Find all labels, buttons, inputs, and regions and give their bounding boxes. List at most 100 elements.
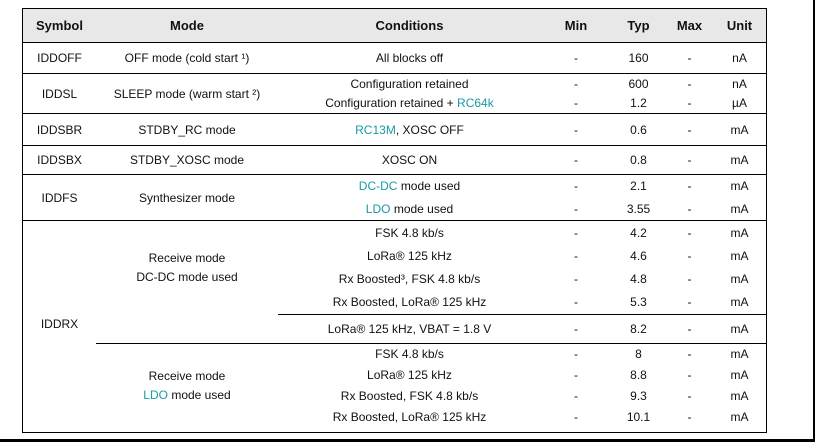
unit-cell: mA: [730, 272, 749, 287]
condition-line: All blocks off - 160 - nA: [278, 43, 766, 73]
conditions-cell: XOSC ON: [278, 146, 541, 174]
mode-cell: STDBY_XOSC mode: [129, 153, 245, 167]
table-row-iddsbx: IDDSBX STDBY_XOSC mode XOSC ON - 0.8 - m…: [23, 145, 766, 174]
mode-cell: STDBY_RC mode: [138, 122, 236, 137]
condition-line: LoRa® 125 kHz - 4.6 - mA: [278, 244, 766, 267]
table-row-iddfs: IDDFS Synthesizer mode DC-DC mode used -…: [23, 174, 766, 220]
min-cell: -: [574, 153, 578, 167]
condition-text-teal: DC-DC: [358, 179, 398, 194]
symbol-cell: IDDSBX: [37, 153, 82, 167]
symbol-cell: IDDSBR: [36, 122, 83, 137]
conditions-cell: Configuration retained: [278, 74, 541, 94]
mode-cell: SLEEP mode (warm start ²): [113, 86, 261, 101]
conditions-cell: Rx Boosted, LoRa® 125 kHz: [278, 291, 541, 314]
condition-line: XOSC ON - 0.8 - mA: [278, 146, 766, 174]
conditions-cell: LoRa® 125 kHz: [278, 365, 541, 386]
typ-cell: 5.3: [630, 295, 647, 310]
typ-cell: 8.8: [630, 368, 647, 383]
min-cell: -: [574, 347, 578, 362]
unit-cell: mA: [730, 225, 749, 240]
condition-text: Rx Boosted³, FSK 4.8 kb/s: [338, 272, 481, 287]
mode-text: DC-DC mode used: [136, 269, 238, 284]
condition-line: LoRa® 125 kHz - 8.8 - mA: [278, 365, 766, 386]
unit-cell: mA: [730, 388, 749, 403]
max-cell: -: [687, 51, 692, 65]
mode-cell-empty: [96, 314, 278, 343]
conditions-cell: FSK 4.8 kb/s: [278, 344, 541, 365]
conditions-cell: RC13M, XOSC OFF: [278, 114, 541, 145]
min-cell: -: [574, 96, 578, 111]
unit-cell: nA: [732, 51, 747, 65]
conditions-cell: Rx Boosted, LoRa® 125 kHz: [278, 406, 541, 427]
min-cell: -: [574, 295, 578, 310]
min-cell: -: [574, 248, 578, 263]
min-cell: -: [574, 51, 578, 65]
unit-cell: µA: [732, 96, 747, 111]
table-row-iddsl: IDDSL SLEEP mode (warm start ²) Configur…: [23, 73, 766, 113]
max-cell: -: [687, 248, 692, 263]
mode-text-teal: LDO: [143, 387, 168, 402]
max-cell: -: [687, 409, 692, 424]
condition-line: LDO mode used - 3.55 - mA: [278, 198, 766, 221]
mode-cell: Receive mode LDO mode used: [96, 344, 278, 427]
max-cell: -: [687, 368, 692, 383]
min-cell: -: [574, 122, 578, 137]
min-cell: -: [574, 179, 578, 194]
unit-cell: mA: [730, 409, 749, 424]
max-cell: -: [687, 295, 692, 310]
condition-text-post: mode used: [390, 201, 454, 216]
typ-cell: 1.2: [630, 96, 647, 111]
page-frame-bottom-border: [0, 439, 815, 442]
min-cell: -: [574, 272, 578, 287]
condition-text: LoRa® 125 kHz: [367, 248, 452, 263]
condition-line: FSK 4.8 kb/s - 8 - mA: [278, 344, 766, 365]
condition-text: XOSC ON: [381, 153, 438, 167]
unit-cell: nA: [732, 76, 747, 91]
typ-cell: 4.2: [630, 225, 647, 240]
min-cell: -: [574, 368, 578, 383]
typ-cell: 4.8: [630, 272, 647, 287]
mode-line-2: DC-DC mode used: [136, 268, 237, 287]
conditions-cell: Rx Boosted³, FSK 4.8 kb/s: [278, 268, 541, 291]
unit-cell: mA: [730, 347, 749, 362]
mode-cell: Receive mode DC-DC mode used: [96, 221, 278, 314]
iddrx-dcdc-group: Receive mode DC-DC mode used FSK 4.8 kb/…: [96, 221, 766, 314]
mode-text: mode used: [167, 387, 231, 402]
max-cell: -: [687, 179, 692, 194]
symbol-cell: IDDOFF: [37, 51, 82, 65]
conditions-cell: FSK 4.8 kb/s: [278, 221, 541, 244]
mode-cell: OFF mode (cold start ¹): [124, 51, 250, 65]
header-max: Max: [676, 18, 703, 33]
header-mode: Mode: [170, 18, 204, 33]
conditions-cell: All blocks off: [278, 43, 541, 73]
condition-line: Configuration retained + RC64k - 1.2 - µ…: [278, 94, 766, 114]
typ-cell: 600: [628, 76, 649, 91]
unit-cell: mA: [730, 248, 749, 263]
unit-cell: mA: [730, 153, 749, 167]
table-row-iddoff: IDDOFF OFF mode (cold start ¹) All block…: [23, 42, 766, 73]
condition-line: FSK 4.8 kb/s - 4.2 - mA: [278, 221, 766, 244]
condition-text: All blocks off: [375, 51, 444, 65]
min-cell: -: [574, 201, 578, 216]
min-cell: -: [574, 388, 578, 403]
max-cell: -: [687, 96, 692, 111]
condition-text: LoRa® 125 kHz: [367, 368, 452, 383]
condition-line: Configuration retained - 600 - nA: [278, 74, 766, 94]
condition-text: Rx Boosted, FSK 4.8 kb/s: [340, 388, 479, 403]
unit-cell: mA: [730, 201, 749, 216]
condition-line: DC-DC mode used - 2.1 - mA: [278, 175, 766, 198]
max-cell: -: [687, 201, 692, 216]
max-cell: -: [687, 153, 692, 167]
condition-text-teal: RC64k: [457, 96, 494, 111]
unit-cell: mA: [730, 295, 749, 310]
conditions-cell: Rx Boosted, FSK 4.8 kb/s: [278, 386, 541, 407]
table-header-row: Symbol Mode Conditions Min Typ Max Unit: [23, 9, 766, 42]
condition-line: RC13M, XOSC OFF - 0.6 - mA: [278, 114, 766, 145]
condition-line: Rx Boosted, LoRa® 125 kHz - 5.3 - mA: [278, 291, 766, 314]
condition-text: FSK 4.8 kb/s: [375, 347, 444, 362]
header-symbol: Symbol: [36, 18, 83, 33]
mode-cell: Synthesizer mode: [138, 190, 236, 205]
typ-cell: 0.8: [630, 153, 647, 167]
unit-cell: mA: [730, 368, 749, 383]
